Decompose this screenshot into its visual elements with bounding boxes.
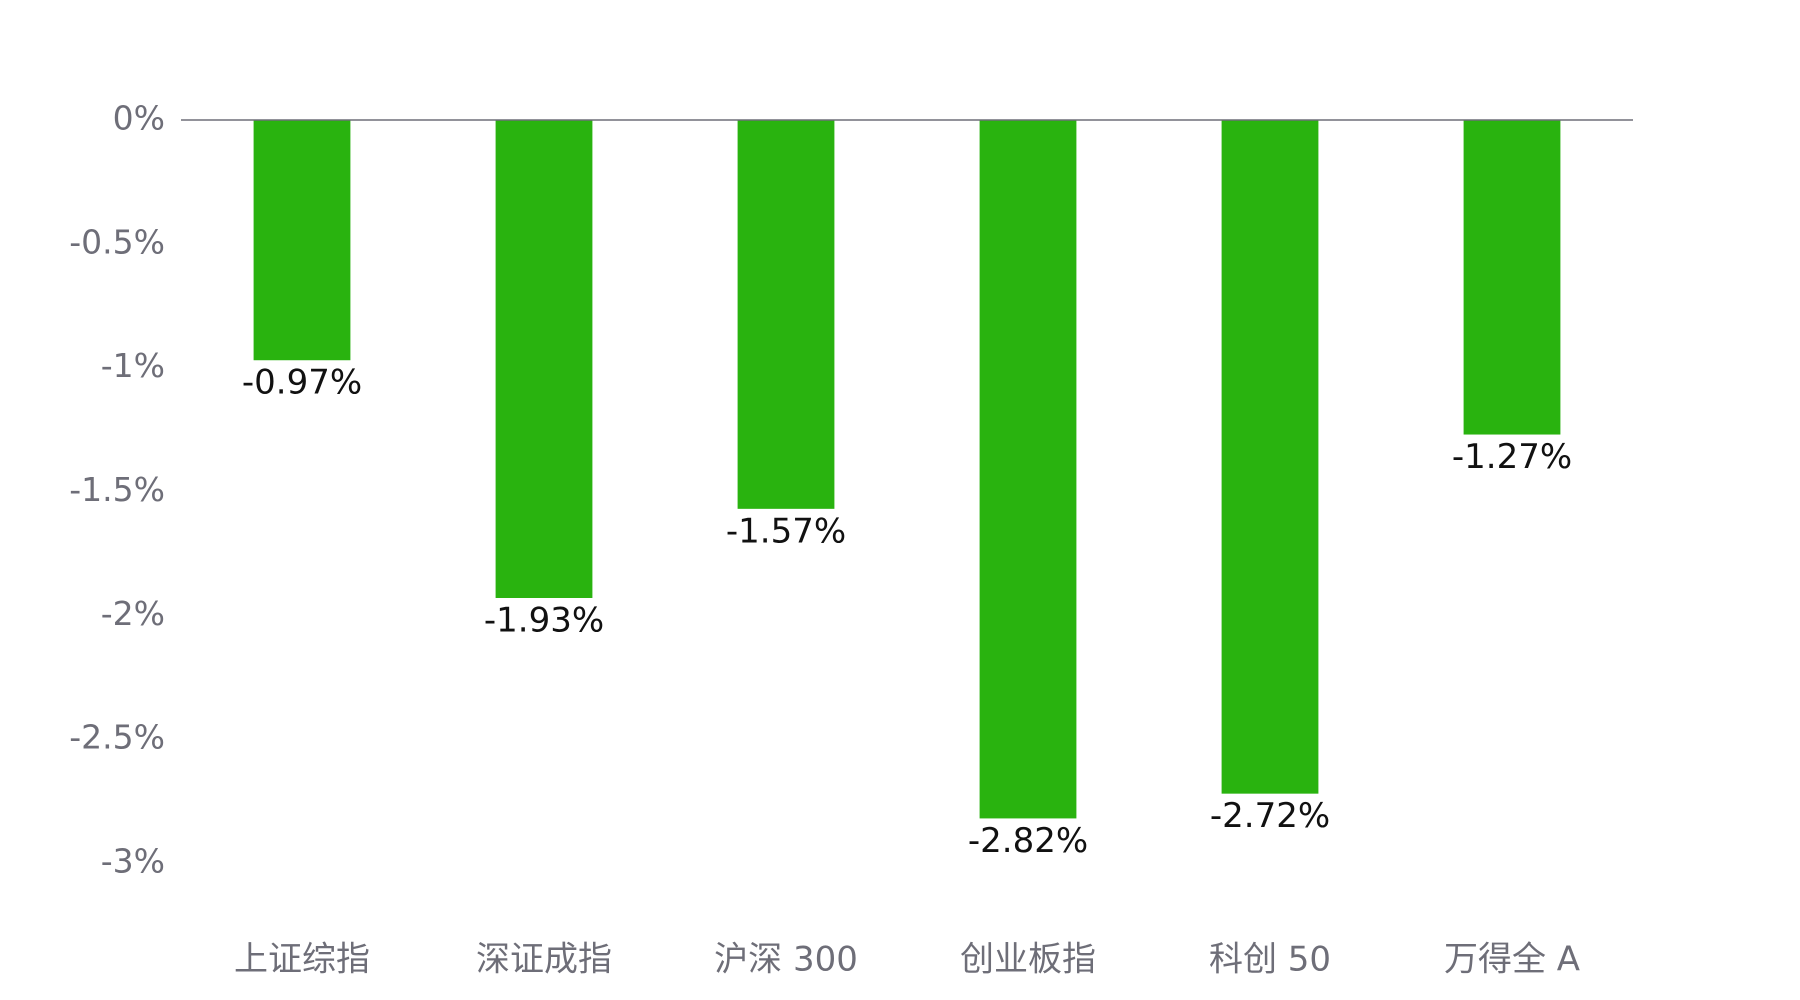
bar <box>495 120 593 598</box>
value-label: -2.82% <box>968 821 1088 861</box>
value-label: -2.72% <box>1210 796 1330 836</box>
y-tick-label: -1.5% <box>69 470 165 509</box>
y-tick-label: 0% <box>113 99 165 138</box>
y-tick-label: -2% <box>101 594 165 633</box>
y-tick-label: -2.5% <box>69 718 165 757</box>
bar <box>979 120 1077 819</box>
y-tick-label: -1% <box>101 346 165 385</box>
value-label: -1.93% <box>484 600 604 640</box>
x-tick-label: 创业板指 <box>960 940 1096 980</box>
x-tick-label: 沪深 300 <box>714 940 858 980</box>
bar <box>253 120 351 361</box>
bar <box>1221 120 1319 794</box>
x-tick-label: 万得全 A <box>1444 940 1580 980</box>
x-tick-label: 上证综指 <box>234 940 370 980</box>
bar <box>737 120 835 509</box>
bar <box>1463 120 1561 435</box>
x-tick-label: 科创 50 <box>1209 940 1331 980</box>
value-label: -1.27% <box>1452 437 1572 477</box>
value-label: -1.57% <box>726 511 846 551</box>
x-tick-label: 深证成指 <box>476 940 612 980</box>
y-tick-label: -0.5% <box>69 222 165 261</box>
value-label: -0.97% <box>242 363 362 403</box>
y-tick-label: -3% <box>101 842 165 881</box>
